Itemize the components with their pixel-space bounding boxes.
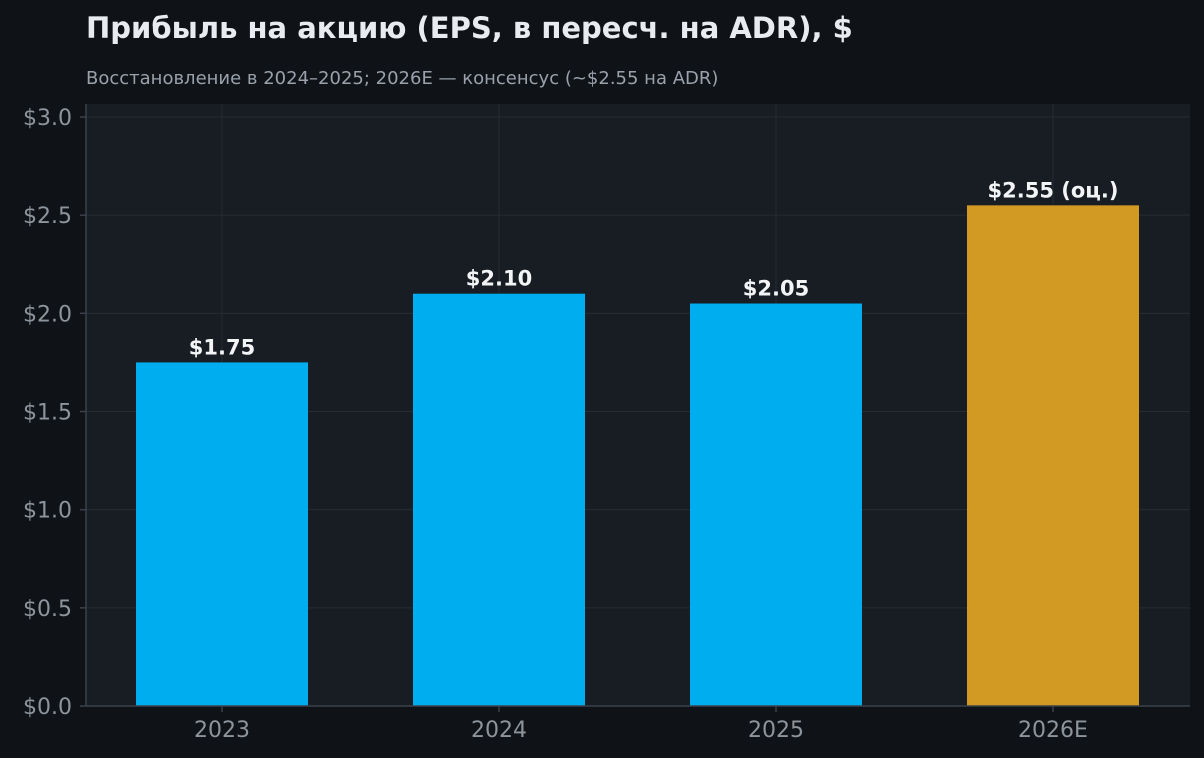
data-label-2026e: $2.55 (оц.) [988,178,1119,202]
chart-subtitle: Восстановление в 2024–2025; 2026E — конс… [86,68,718,89]
bar-2023 [136,362,308,706]
data-label-2023: $1.75 [189,335,255,359]
y-tick-label: $1.0 [23,499,72,524]
data-label-2024: $2.10 [466,267,532,291]
chart-title: Прибыль на акцию (EPS, в пересч. на ADR)… [86,11,853,45]
y-tick-label: $0.0 [23,695,72,720]
bar-2025 [690,303,862,706]
bar-2026e [967,205,1139,706]
x-tick-label-2024: 2024 [471,718,527,743]
y-tick-label: $2.5 [23,204,72,229]
x-tick-label-2023: 2023 [194,718,250,743]
data-label-2025: $2.05 [743,277,809,301]
y-tick-label: $0.5 [23,597,72,622]
y-axis: $0.0 $0.5 $1.0 $1.5 $2.0 $2.5 $3.0 [23,104,87,720]
y-tick-label: $1.5 [23,401,72,426]
bar-2024 [413,293,585,706]
x-tick-label-2026e: 2026E [1018,718,1088,743]
x-axis: 2023 2024 2025 2026E [86,705,1190,743]
x-tick-label-2025: 2025 [748,718,804,743]
y-tick-label: $3.0 [23,106,72,131]
y-tick-label: $2.0 [23,302,72,327]
bars-layer: $1.75 $2.10 $2.05 $2.55 (оц.) [136,178,1139,706]
